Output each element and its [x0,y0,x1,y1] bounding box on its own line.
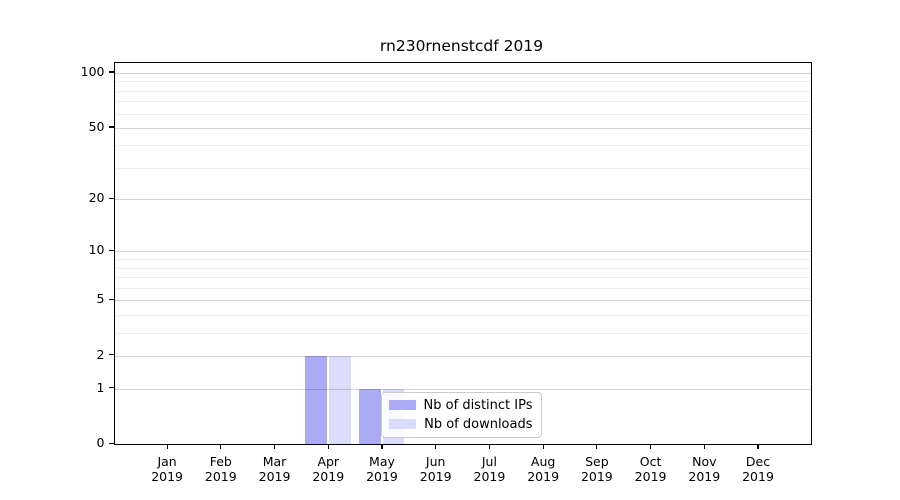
x-tick-label: Nov 2019 [688,454,721,485]
minor-gridline [114,113,811,115]
minor-gridline [114,314,811,316]
x-tick-label: Mar 2019 [258,454,291,485]
legend-label-downloads: Nb of downloads [424,416,533,432]
x-tick-label: Sep 2019 [580,454,613,485]
x-tick-label: Feb 2019 [204,454,237,485]
bar-distinct-ips-apr [305,355,327,445]
x-tickmark [327,444,329,449]
x-tickmark [649,444,652,449]
minor-gridline [114,167,811,169]
plot-area [113,61,812,446]
x-tickmark [488,444,490,449]
x-tickmark [757,444,759,449]
major-gridline [114,199,811,201]
y-tick-label: 20 [88,190,105,206]
y-tickmark [109,71,114,73]
minor-gridline [114,332,811,334]
x-tick-label: Apr 2019 [312,454,345,485]
bar-distinct-ips-may [358,388,381,445]
x-tickmark [166,444,168,449]
x-tick-label: Aug 2019 [527,454,560,485]
minor-gridline [114,101,811,103]
y-tick-label: 100 [80,63,105,79]
x-tickmark [703,444,705,449]
y-tickmark [109,354,114,356]
x-tick-label: Jul 2019 [473,454,506,485]
y-tickmark [109,442,114,444]
legend-label-distinct-ips: Nb of distinct IPs [423,397,533,413]
major-gridline [114,300,811,302]
legend-swatch-downloads-icon [388,419,416,429]
major-gridline [114,127,811,129]
x-tickmark [435,444,437,449]
y-tick-label: 50 [88,118,105,134]
minor-gridline [114,81,811,83]
y-tick-label: 1 [96,379,105,395]
y-tickmark [109,197,114,199]
major-gridline [114,72,811,74]
minor-gridline [114,276,811,278]
bar-downloads-apr [329,355,351,445]
major-gridline [114,388,811,390]
minor-gridline [114,90,811,92]
x-tick-label: Jan 2019 [151,454,183,485]
chart-title: rn230rnenstcdf 2019 [379,37,544,55]
y-tick-label: 0 [96,435,105,451]
x-tickmark [381,444,383,449]
y-tickmark [109,298,114,300]
major-gridline [114,251,811,253]
x-tickmark [220,444,222,449]
minor-gridline [114,145,811,147]
x-tickmark [542,444,544,449]
x-tickmark [596,444,598,449]
legend: Nb of distinct IPs Nb of downloads [380,391,542,438]
y-tickmark [109,386,114,389]
major-gridline [114,355,811,357]
x-tick-label: Oct 2019 [634,454,667,485]
minor-gridline [114,287,811,289]
minor-gridline [114,267,811,269]
x-tick-label: May 2019 [366,454,398,485]
x-tickmark [273,444,276,449]
y-tickmark [109,249,114,251]
legend-item-downloads: Nb of downloads [388,416,533,432]
legend-item-distinct-ips: Nb of distinct IPs [388,397,533,413]
y-tick-label: 5 [96,291,105,307]
y-tick-label: 2 [96,346,105,362]
x-tick-label: Dec 2019 [742,454,774,485]
minor-gridline [114,259,811,261]
y-tickmark [109,126,114,128]
legend-swatch-distinct-ips-icon [388,400,416,410]
x-tick-label: Jun 2019 [419,454,452,485]
y-tick-label: 10 [88,242,105,258]
